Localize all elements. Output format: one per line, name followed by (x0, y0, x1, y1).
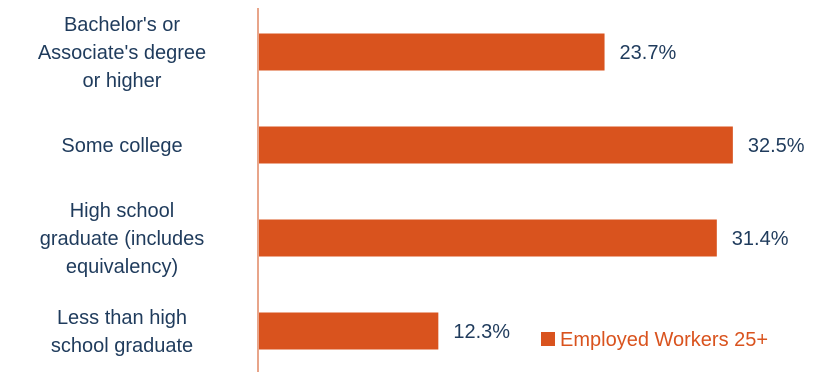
legend: Employed Workers 25+ (541, 329, 768, 351)
data-label: 12.3% (453, 321, 510, 343)
bar (259, 219, 717, 257)
category-label-line: school graduate (51, 335, 193, 357)
data-label: 23.7% (620, 42, 677, 64)
category-label-line: Associate's degree (38, 42, 206, 64)
bar (259, 33, 605, 71)
legend-label: Employed Workers 25+ (560, 329, 768, 351)
category-label: Less than high school graduate (51, 307, 193, 357)
data-label: 31.4% (732, 228, 789, 250)
category-label: High school graduate (includes equivalency… (40, 200, 205, 278)
category-label-line: High school (70, 200, 175, 222)
data-label: 32.5% (748, 135, 805, 157)
category-label: Bachelor's or Associate's degree or higher (38, 14, 206, 92)
category-label-line: Some college (61, 135, 182, 157)
legend-swatch (541, 332, 555, 346)
bar (259, 312, 439, 350)
category-label-line: equivalency) (66, 256, 178, 278)
bar (259, 126, 733, 164)
category-label-line: graduate (includes (40, 228, 205, 250)
category-label-line: Bachelor's or (64, 14, 180, 36)
category-label-line: Less than high (57, 307, 187, 329)
category-label-line: or higher (83, 70, 162, 92)
category-label: Some college (61, 135, 182, 157)
